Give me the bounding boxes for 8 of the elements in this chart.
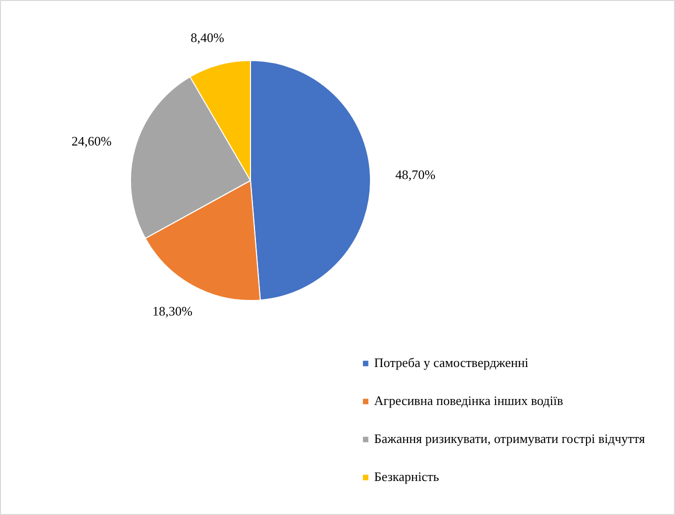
legend-label: Потреба у самоствердженні [374,355,528,371]
data-label: 24,60% [71,134,112,148]
data-label: 18,30% [152,303,193,318]
legend-label: Бажання ризикувати, отримувати гострі відчуття [374,431,645,447]
data-label: 8,40% [190,30,224,46]
legend-label: Агресивна поведінка інших водіїв [374,393,564,409]
legend-label: Безкарність [374,469,439,485]
data-label: 48,70% [395,166,436,182]
